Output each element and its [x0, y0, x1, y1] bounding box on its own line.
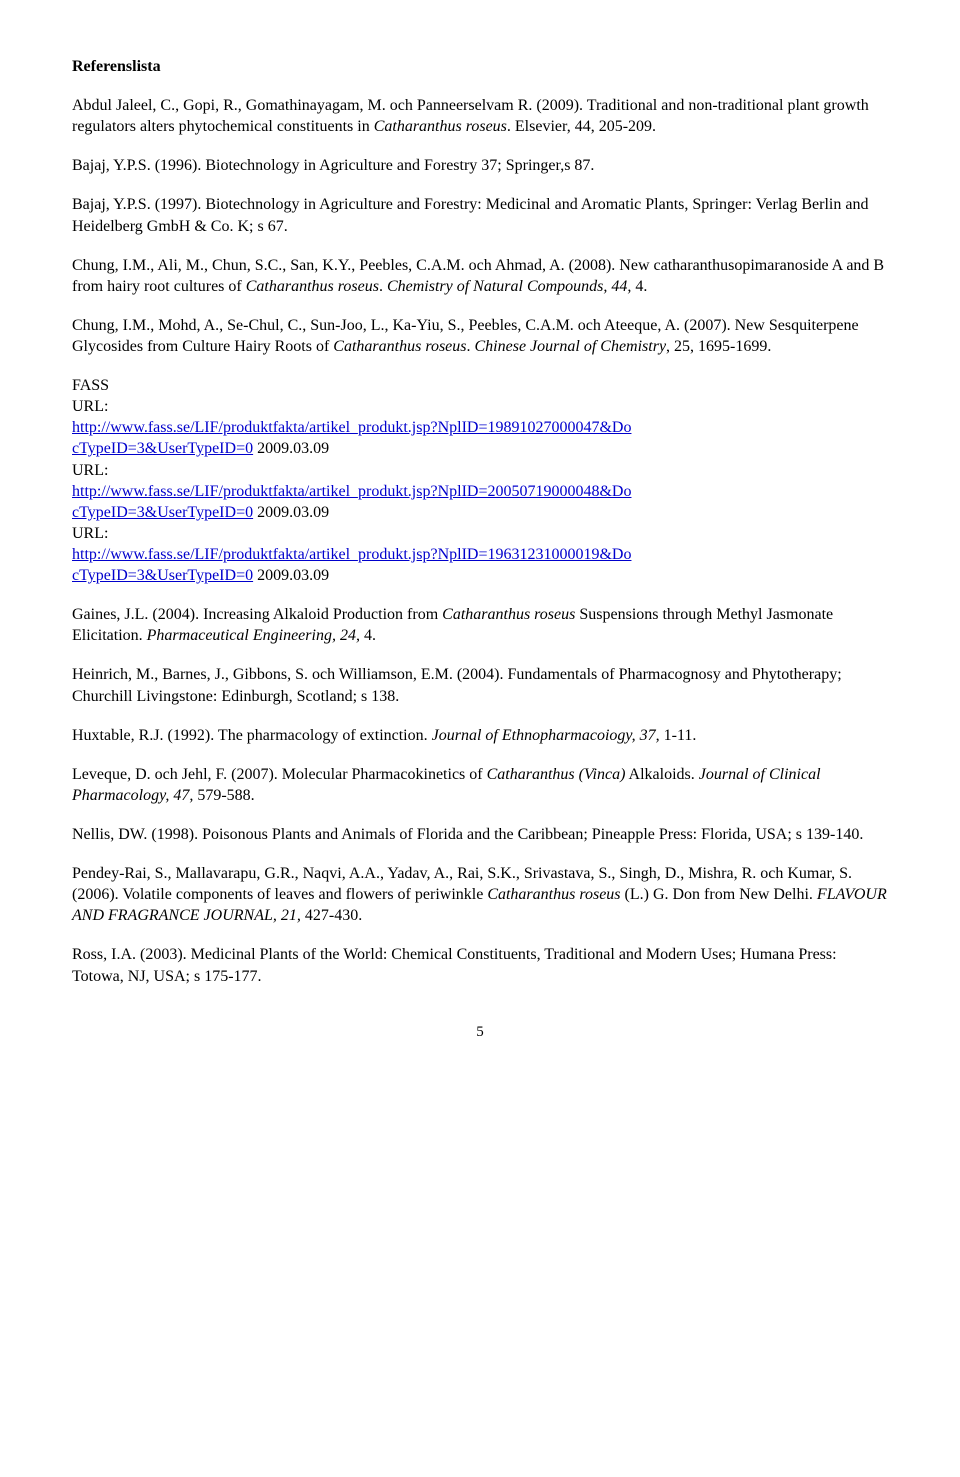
page-number: 5: [72, 1023, 888, 1043]
ref-abdul: Abdul Jaleel, C., Gopi, R., Gomathinayag…: [72, 95, 888, 137]
fass-link-1[interactable]: cTypeID=3&UserTypeID=0: [72, 440, 253, 457]
heading-referenslista: Referenslista: [72, 56, 888, 77]
ref-heinrich: Heinrich, M., Barnes, J., Gibbons, S. oc…: [72, 664, 888, 706]
url-label: URL:: [72, 398, 108, 415]
text: , 25, 1695-1699.: [666, 338, 771, 355]
fass-link-2[interactable]: cTypeID=3&UserTypeID=0: [72, 504, 253, 521]
ref-bajaj-1996: Bajaj, Y.P.S. (1996). Biotechnology in A…: [72, 155, 888, 176]
journal-italic: Journal of Ethnopharmacoiogy, 37,: [432, 727, 660, 744]
ref-chung-2007: Chung, I.M., Mohd, A., Se-Chul, C., Sun-…: [72, 315, 888, 357]
ref-bajaj-1997: Bajaj, Y.P.S. (1997). Biotechnology in A…: [72, 194, 888, 236]
date: 2009.03.09: [253, 440, 329, 457]
url-label: URL:: [72, 462, 108, 479]
ref-pendey: Pendey-Rai, S., Mallavarapu, G.R., Naqvi…: [72, 863, 888, 926]
text: 4.: [360, 627, 376, 644]
ref-leveque: Leveque, D. och Jehl, F. (2007). Molecul…: [72, 764, 888, 806]
italic: Catharanthus (Vinca): [487, 766, 626, 783]
fass-link-3[interactable]: cTypeID=3&UserTypeID=0: [72, 567, 253, 584]
ref-fass: FASS URL: http://www.fass.se/LIF/produkt…: [72, 375, 888, 586]
text: . Elsevier, 44, 205-209.: [507, 118, 656, 135]
journal-italic: Pharmaceutical Engineering, 24,: [147, 627, 360, 644]
fass-link-1[interactable]: http://www.fass.se/LIF/produktfakta/arti…: [72, 419, 631, 436]
text: 4.: [631, 278, 647, 295]
ref-gaines: Gaines, J.L. (2004). Increasing Alkaloid…: [72, 604, 888, 646]
text: Huxtable, R.J. (1992). The pharmacology …: [72, 727, 432, 744]
fass-link-2[interactable]: http://www.fass.se/LIF/produktfakta/arti…: [72, 483, 631, 500]
fass-title: FASS: [72, 377, 109, 394]
fass-link-3[interactable]: http://www.fass.se/LIF/produktfakta/arti…: [72, 546, 631, 563]
text: Leveque, D. och Jehl, F. (2007). Molecul…: [72, 766, 487, 783]
date: 2009.03.09: [253, 567, 329, 584]
italic: Catharanthus roseus: [246, 278, 379, 295]
text: .: [379, 278, 387, 295]
url-label: URL:: [72, 525, 108, 542]
text: 1-11.: [660, 727, 697, 744]
ref-huxtable: Huxtable, R.J. (1992). The pharmacology …: [72, 725, 888, 746]
ref-ross: Ross, I.A. (2003). Medicinal Plants of t…: [72, 944, 888, 986]
text: Gaines, J.L. (2004). Increasing Alkaloid…: [72, 606, 442, 623]
text: 579-588.: [193, 787, 254, 804]
journal-italic: Catharanthus roseus: [374, 118, 507, 135]
italic: Catharanthus roseus: [333, 338, 466, 355]
text: 427-430.: [301, 907, 362, 924]
journal-italic: Chemistry of Natural Compounds, 44,: [387, 278, 631, 295]
ref-chung-2008: Chung, I.M., Ali, M., Chun, S.C., San, K…: [72, 255, 888, 297]
text: .: [467, 338, 475, 355]
text: Alkaloids.: [625, 766, 698, 783]
italic: Catharanthus roseus: [487, 886, 620, 903]
ref-nellis: Nellis, DW. (1998). Poisonous Plants and…: [72, 824, 888, 845]
journal-italic: Chinese Journal of Chemistry: [475, 338, 667, 355]
italic: Catharanthus roseus: [442, 606, 575, 623]
text: (L.) G. Don from New Delhi.: [621, 886, 817, 903]
date: 2009.03.09: [253, 504, 329, 521]
